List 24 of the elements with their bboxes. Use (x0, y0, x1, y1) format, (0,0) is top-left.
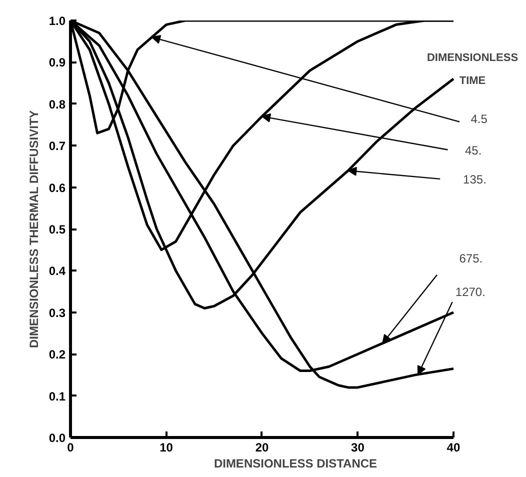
x-tick-label: 0 (67, 440, 74, 454)
text: 135. (463, 172, 486, 186)
y-tick-label: 1.0 (48, 14, 66, 28)
x-tick-label: 40 (446, 440, 460, 454)
text: 1270. (455, 285, 486, 300)
text: 45. (464, 143, 482, 158)
y-tick-label: 0.7 (48, 139, 66, 154)
y-tick-label: 0.0 (48, 431, 66, 445)
y-tick-label: 0.2 (48, 348, 66, 362)
text: 4.5 (470, 112, 488, 126)
x-tick-label: 30 (351, 440, 365, 454)
y-tick-label: 0.4 (48, 264, 66, 278)
y-tick-label: 0.6 (48, 180, 66, 195)
y-tick-label: 0.9 (48, 56, 66, 70)
y-tick-label: 0.1 (48, 389, 66, 404)
text: 675. (459, 252, 483, 266)
y-tick-label: 0.8 (48, 97, 66, 112)
x-tick-label: 10 (160, 440, 174, 454)
y-tick-label: 0.3 (48, 306, 66, 320)
y-axis-title: DIMENSIONLESS THERMAL DIFFUSIVITY (26, 110, 41, 348)
x-axis-title: DIMENSIONLESS DISTANCE (214, 456, 378, 470)
x-tick-label: 20 (255, 440, 269, 454)
y-tick-label: 0.5 (48, 222, 66, 236)
legend-title: DIMENSIONLESS TIME (426, 52, 518, 87)
